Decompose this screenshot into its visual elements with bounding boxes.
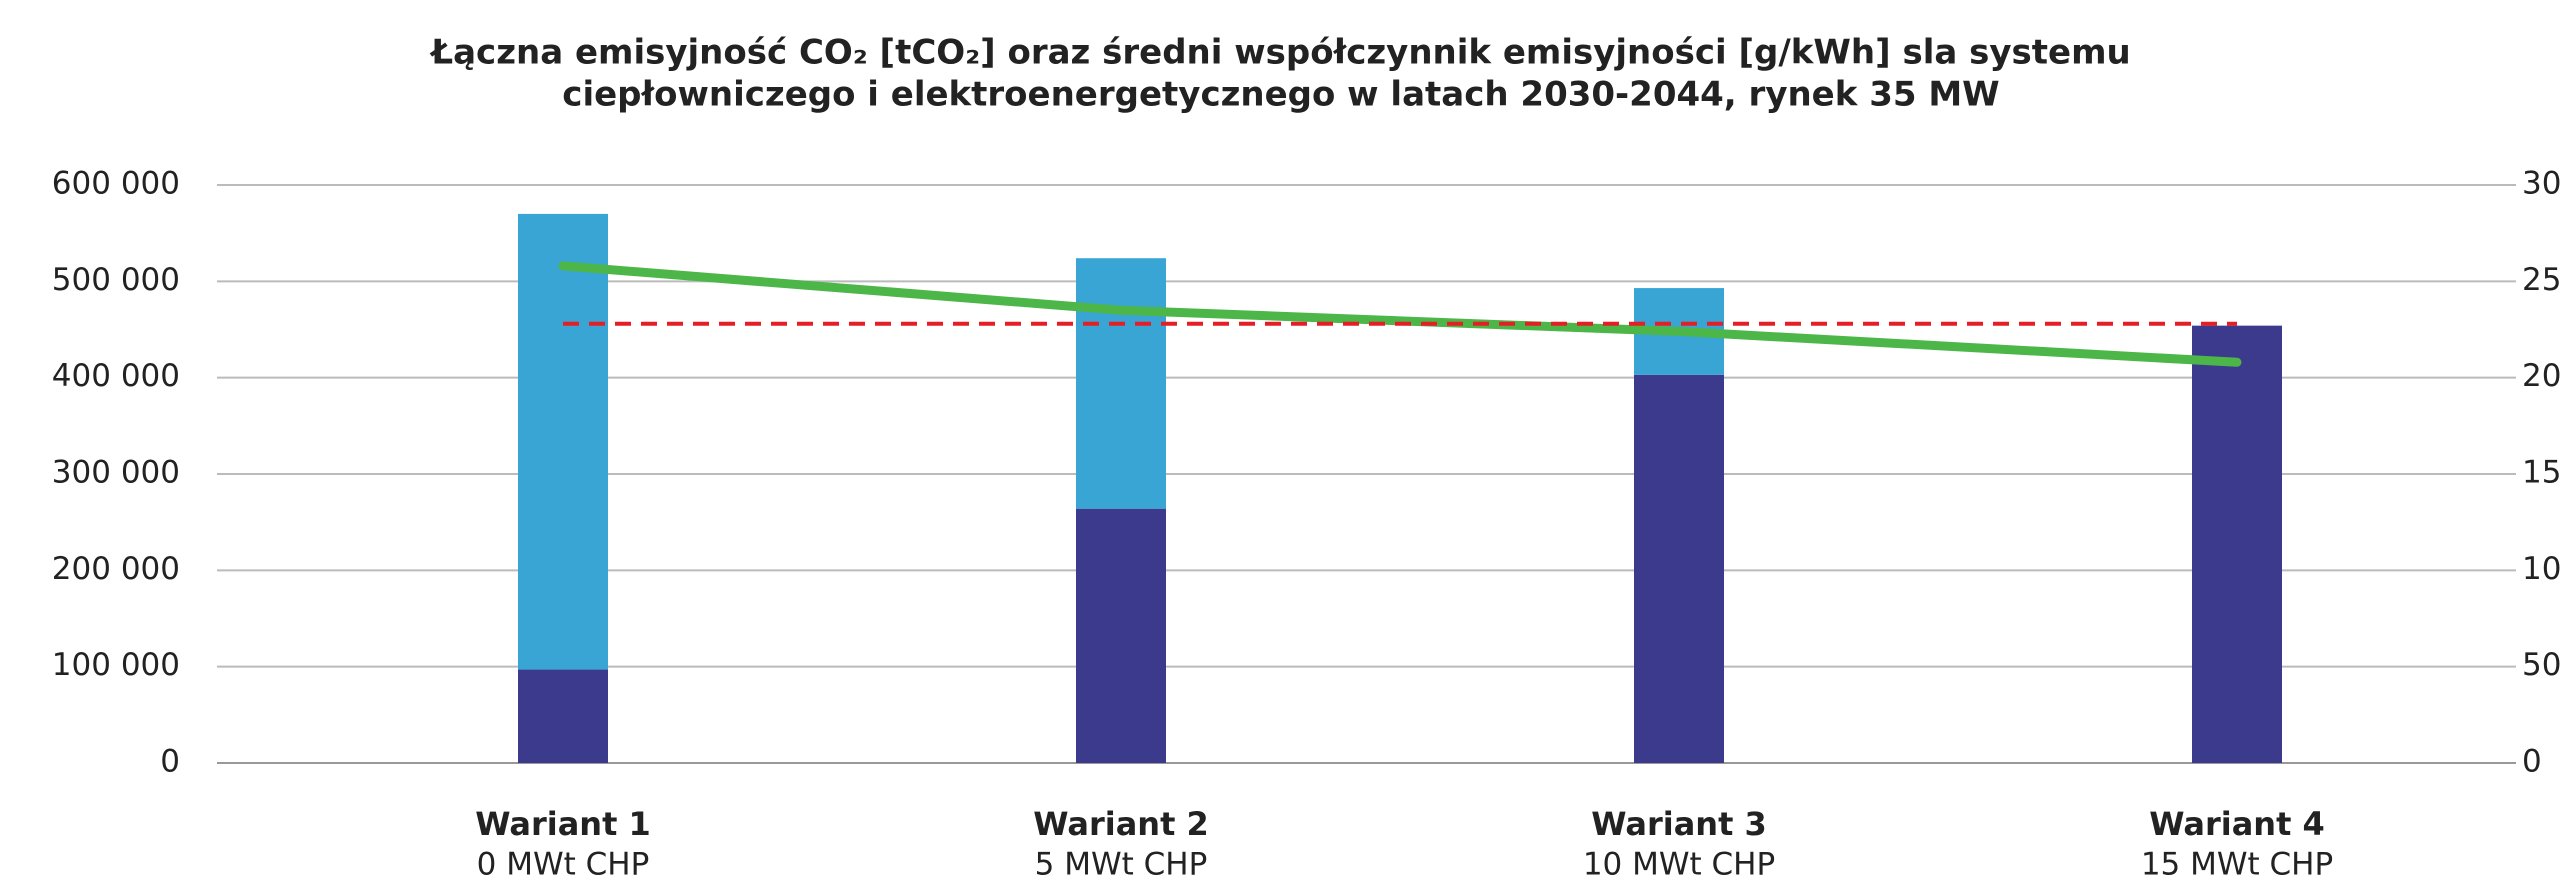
y-tick-label: 100 000: [52, 647, 180, 683]
x-tick-sublabel: 10 MWt CHP: [1583, 847, 1775, 883]
bar-segment: [518, 213, 608, 670]
y-tick-label: 500 000: [52, 262, 180, 298]
x-tick-sublabel: 15 MWt CHP: [2141, 847, 2333, 883]
line-series: [558, 261, 2242, 367]
y-tick-label: 200 000: [52, 551, 180, 587]
x-tick-label: Wariant 1: [475, 805, 651, 843]
y2-tick-label: 250: [2522, 262, 2562, 298]
x-tick-sublabel: 5 MWt CHP: [1035, 847, 1208, 883]
bar-segment: [518, 669, 608, 763]
y2-tick-label: 50: [2522, 647, 2561, 683]
bar-segment: [1076, 508, 1166, 763]
y2-tick-label: 150: [2522, 455, 2562, 491]
y2-tick-label: 0: [2522, 744, 2542, 780]
y-tick-label: 0: [160, 744, 180, 780]
x-tick-label: Wariant 2: [1033, 805, 1209, 843]
x-tick-label: Wariant 3: [1591, 805, 1767, 843]
bar-segment: [2192, 325, 2282, 763]
y2-tick-label: 300: [2522, 166, 2562, 202]
x-tick-label: Wariant 4: [2149, 805, 2325, 843]
y-tick-label: 300 000: [52, 455, 180, 491]
y2-tick-label: 100: [2522, 551, 2562, 587]
chart-title: ciepłowniczego i elektroenergetycznego w…: [562, 75, 1999, 115]
y-tick-label: 600 000: [52, 166, 180, 202]
chart-title: Łączna emisyjność CO₂ [tCO₂] oraz średni…: [429, 33, 2130, 73]
y2-tick-label: 200: [2522, 358, 2562, 394]
bar-segment: [1076, 258, 1166, 509]
bar-segment: [1634, 374, 1724, 763]
x-tick-sublabel: 0 MWt CHP: [477, 847, 650, 883]
y-tick-label: 400 000: [52, 358, 180, 394]
